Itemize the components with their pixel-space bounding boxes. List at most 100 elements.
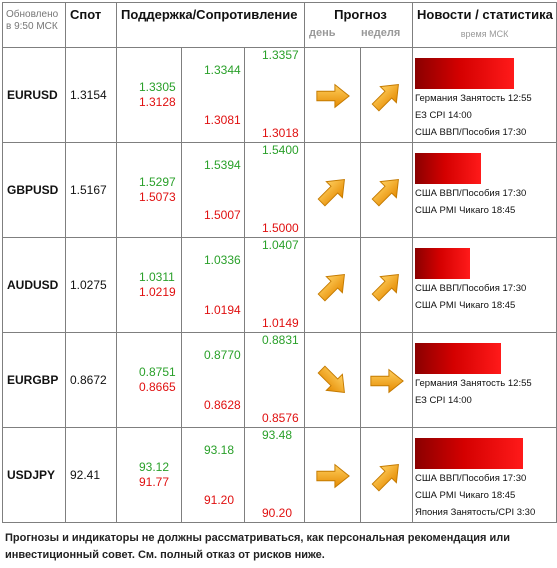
spot-cell: 0.8672 bbox=[65, 332, 117, 428]
support-level-1: 1.3128 bbox=[139, 95, 176, 109]
support-level-3: 1.5000 bbox=[262, 221, 299, 235]
news-label: Новости / статистика bbox=[417, 7, 553, 22]
support-level-3: 0.8576 bbox=[262, 411, 299, 425]
news-item[interactable]: США ВВП/Пособия 17:30 bbox=[415, 283, 527, 294]
resistance-level-1: 1.0311 bbox=[139, 270, 175, 284]
symbol-cell[interactable]: EURGBP bbox=[2, 332, 66, 428]
forecast-week-cell bbox=[359, 237, 414, 333]
spot-cell: 1.0275 bbox=[65, 237, 117, 333]
support-level-3: 1.0149 bbox=[262, 316, 299, 330]
levels-col-3: 1.0407 1.0149 bbox=[244, 237, 305, 333]
resistance-level-3: 93.48 bbox=[262, 428, 293, 442]
support-level-3: 1.3018 bbox=[262, 126, 299, 140]
support-resistance-label: Поддержка/Сопротивление bbox=[121, 7, 298, 22]
spot-value: 1.3154 bbox=[70, 88, 107, 102]
levels-col-2: 1.3344 1.3081 bbox=[181, 47, 245, 143]
levels-col-1: 1.0311 1.0219 bbox=[116, 237, 182, 333]
news-item[interactable]: США ВВП/Пособия 17:30 bbox=[415, 127, 527, 138]
forecast-day-label: день bbox=[309, 27, 336, 39]
news-cell: США ВВП/Пособия 17:30 США PMI Чикаго 18:4… bbox=[412, 142, 557, 238]
levels-col-3: 1.3357 1.3018 bbox=[244, 47, 305, 143]
disclaimer-text: Прогнозы и индикаторы не должны рассматр… bbox=[5, 532, 511, 561]
support-level-1: 0.8665 bbox=[139, 380, 176, 394]
header-row: Обновлено в 9:50 МСК Спот Поддержка/Сопр… bbox=[2, 2, 557, 48]
news-cell: Германия Занятость 12:55 ЕЗ CPI 14:00 США … bbox=[412, 47, 557, 143]
symbol-label: USDJPY bbox=[7, 468, 56, 482]
support-resistance-header: Поддержка/Сопротивление bbox=[116, 2, 305, 48]
support-level-1: 1.0219 bbox=[139, 285, 176, 299]
forecast-label: Прогноз bbox=[334, 7, 387, 22]
news-item[interactable]: Германия Занятость 12:55 bbox=[415, 93, 532, 104]
spot-value: 0.8672 bbox=[70, 373, 107, 387]
impact-bar bbox=[415, 438, 524, 469]
levels-col-2: 1.5394 1.5007 bbox=[181, 142, 245, 238]
table-row: AUDUSD 1.0275 1.0311 1.0219 1.0336 1.0194 1.04… bbox=[2, 237, 557, 333]
symbol-label: EURGBP bbox=[7, 373, 59, 387]
news-header: Новости / статистика время МСК bbox=[412, 2, 557, 48]
impact-bar bbox=[415, 343, 502, 374]
forecast-day-cell bbox=[304, 47, 361, 143]
levels-col-3: 0.8831 0.8576 bbox=[244, 332, 305, 428]
news-item[interactable]: Германия Занятость 12:55 bbox=[415, 378, 532, 389]
forecast-week-up-right-arrow-icon bbox=[368, 172, 406, 210]
levels-col-1: 93.12 91.77 bbox=[116, 427, 182, 523]
forecast-day-cell bbox=[304, 332, 361, 428]
news-item[interactable]: США PMI Чикаго 18:45 bbox=[415, 490, 516, 501]
support-level-3: 90.20 bbox=[262, 506, 293, 520]
forecast-header: Прогноз день неделя bbox=[303, 2, 414, 48]
support-level-2: 1.0194 bbox=[204, 303, 241, 317]
support-level-1: 1.5073 bbox=[139, 190, 176, 204]
support-level-2: 0.8628 bbox=[204, 398, 241, 412]
levels-col-2: 93.18 91.20 bbox=[181, 427, 245, 523]
impact-bar bbox=[415, 58, 515, 89]
resistance-level-3: 1.3357 bbox=[262, 48, 299, 62]
levels-col-3: 93.48 90.20 bbox=[244, 427, 305, 523]
news-item[interactable]: ЕЗ CPI 14:00 bbox=[415, 110, 472, 121]
symbol-label: EURUSD bbox=[7, 88, 58, 102]
forecast-week-up-right-arrow-icon bbox=[368, 77, 406, 115]
news-item[interactable]: Япония Занятость/CPI 3:30 bbox=[415, 507, 536, 518]
resistance-level-1: 1.5297 bbox=[139, 175, 176, 189]
forecast-week-cell bbox=[359, 47, 414, 143]
forecast-week-right-arrow-icon bbox=[368, 362, 406, 400]
forecast-week-cell bbox=[359, 332, 414, 428]
levels-col-1: 1.3305 1.3128 bbox=[116, 47, 182, 143]
forecast-week-cell bbox=[359, 142, 414, 238]
spot-cell: 1.5167 bbox=[65, 142, 117, 238]
spot-cell: 92.41 bbox=[65, 427, 117, 523]
news-item[interactable]: ЕЗ CPI 14:00 bbox=[415, 395, 472, 406]
symbol-cell[interactable]: EURUSD bbox=[2, 47, 66, 143]
resistance-level-2: 93.18 bbox=[204, 443, 235, 457]
forecast-day-right-arrow-icon bbox=[314, 457, 352, 495]
spot-header: Спот bbox=[65, 2, 117, 48]
levels-col-1: 0.8751 0.8665 bbox=[116, 332, 182, 428]
levels-col-2: 1.0336 1.0194 bbox=[181, 237, 245, 333]
table-row: USDJPY 92.41 93.12 91.77 93.18 91.20 93.48 90.2… bbox=[2, 427, 557, 523]
resistance-level-2: 0.8770 bbox=[204, 348, 241, 362]
resistance-level-3: 1.0407 bbox=[262, 238, 299, 252]
resistance-level-3: 0.8831 bbox=[262, 333, 299, 347]
news-cell: США ВВП/Пособия 17:30 США PMI Чикаго 18:4… bbox=[412, 237, 557, 333]
forecast-day-right-arrow-icon bbox=[314, 77, 352, 115]
forecast-day-cell bbox=[304, 142, 361, 238]
news-item[interactable]: США ВВП/Пособия 17:30 bbox=[415, 473, 527, 484]
news-item[interactable]: США PMI Чикаго 18:45 bbox=[415, 205, 516, 216]
symbol-cell[interactable]: AUDUSD bbox=[2, 237, 66, 333]
table-row: EURGBP 0.8672 0.8751 0.8665 0.8770 0.8628 0.88… bbox=[2, 332, 557, 428]
forecast-table: Обновлено в 9:50 МСК Спот Поддержка/Сопр… bbox=[2, 2, 557, 523]
spot-value: 1.0275 bbox=[70, 278, 107, 292]
resistance-level-2: 1.0336 bbox=[204, 253, 241, 267]
resistance-level-2: 1.5394 bbox=[204, 158, 241, 172]
symbol-cell[interactable]: USDJPY bbox=[2, 427, 66, 523]
forecast-day-cell bbox=[304, 237, 361, 333]
news-cell: США ВВП/Пособия 17:30 США PMI Чикаго 18:4… bbox=[412, 427, 557, 523]
levels-col-3: 1.5400 1.5000 bbox=[244, 142, 305, 238]
levels-col-2: 0.8770 0.8628 bbox=[181, 332, 245, 428]
news-item[interactable]: США PMI Чикаго 18:45 bbox=[415, 300, 516, 311]
news-item[interactable]: США ВВП/Пособия 17:30 bbox=[415, 188, 527, 199]
symbol-cell[interactable]: GBPUSD bbox=[2, 142, 66, 238]
forecast-day-down-right-arrow-icon bbox=[314, 362, 352, 400]
support-level-2: 1.3081 bbox=[204, 113, 241, 127]
support-level-1: 91.77 bbox=[139, 475, 170, 489]
